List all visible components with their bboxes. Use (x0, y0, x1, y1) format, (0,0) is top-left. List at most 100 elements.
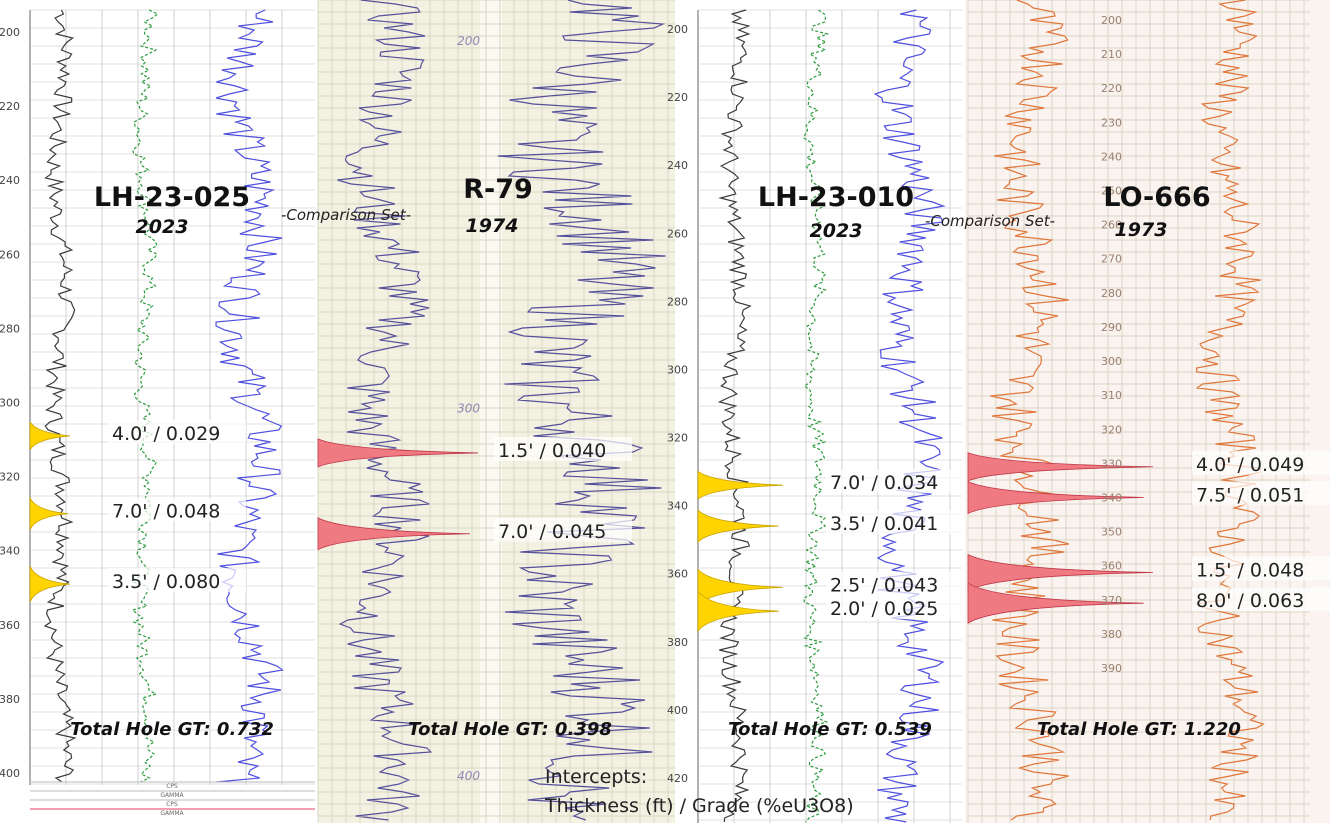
log-trace (337, 0, 433, 821)
intercept-label-bg (826, 469, 964, 494)
depth-tick-label: 290 (1101, 321, 1122, 334)
depth-tick-label: 340 (1101, 491, 1122, 504)
intercept-label-bg (108, 497, 246, 522)
depth-tick-label: 200 (667, 23, 688, 36)
depth-tick-label: 400 (667, 704, 688, 717)
chart-subtitle-lh-23-025: 2023 (136, 216, 189, 238)
log-trace (873, 9, 946, 823)
intercept-label: 2.0' / 0.025 (830, 598, 938, 620)
log-trace (990, 0, 1070, 821)
depth-tick-label: 220 (667, 91, 688, 104)
depth-tick-label: 380 (667, 636, 688, 649)
depth-tick-label: 200 (457, 34, 480, 48)
chart-subtitle-lo-666: 1973 (1115, 219, 1168, 241)
depth-tick-label: 240 (667, 159, 688, 172)
depth-tick-label: 340 (667, 500, 688, 513)
depth-tick-label: 400 (0, 767, 20, 780)
intercept-label: 7.5' / 0.051 (1196, 484, 1304, 506)
comparison-label-left: -Comparison Set- (281, 206, 411, 224)
gamma-peak (317, 438, 479, 468)
depth-tick-label: 260 (0, 248, 20, 261)
depth-tick-label: 300 (1101, 355, 1122, 368)
intercept-label: 7.0' / 0.048 (112, 501, 220, 523)
intercepts-caption-line2: Thickness (ft) / Grade (%eU3O8) (544, 795, 854, 817)
depth-tick-label: 300 (0, 397, 20, 410)
depth-tick-label: 250 (1101, 185, 1122, 198)
depth-tick-label: 230 (1101, 116, 1122, 129)
depth-tick-label: 220 (0, 100, 20, 113)
gamma-peak (697, 589, 779, 633)
chart-subtitle-r-79: 1974 (466, 215, 519, 237)
depth-tick-label: 390 (1101, 662, 1122, 675)
log-trace (215, 9, 285, 783)
gamma-peak (967, 452, 1154, 482)
depth-tick-label: 200 (0, 26, 20, 39)
intercept-label: 7.0' / 0.045 (498, 521, 606, 543)
intercept-label-bg (1192, 556, 1330, 581)
depth-tick-label: 240 (1101, 150, 1122, 163)
gamma-peak (697, 470, 784, 501)
depth-tick-label: 320 (1101, 423, 1122, 436)
intercept-label: 1.5' / 0.048 (1196, 560, 1304, 582)
total-gt-r-79: Total Hole GT: 0.398 (408, 719, 612, 740)
depth-tick-label: 280 (667, 295, 688, 308)
intercept-label: 2.5' / 0.043 (830, 574, 938, 596)
intercept-label-bg (826, 571, 964, 596)
gamma-peak (697, 509, 779, 544)
depth-tick-label: 240 (0, 174, 20, 187)
gamma-peak (29, 565, 71, 603)
intercept-label-bg (108, 419, 246, 444)
intercept-label: 4.0' / 0.029 (112, 423, 220, 445)
gamma-peak (967, 480, 1144, 515)
chart-subtitle-lh-23-010: 2023 (810, 220, 863, 242)
log-trace (43, 9, 77, 783)
depth-tick-label: 200 (1101, 14, 1122, 27)
intercept-label-bg (494, 517, 632, 542)
intercept-label: 4.0' / 0.049 (1196, 454, 1304, 476)
depth-tick-label: 260 (1101, 219, 1122, 232)
total-gt-lh-23-010: Total Hole GT: 0.539 (728, 719, 932, 740)
chart-title-r-79: R-79 (463, 174, 533, 205)
intercept-label-bg (1192, 587, 1330, 612)
intercept-label-bg (826, 510, 964, 535)
depth-tick-label: 320 (667, 432, 688, 445)
intercept-label-bg (1192, 481, 1330, 506)
intercept-label: 1.5' / 0.040 (498, 440, 606, 462)
gamma-peak (967, 553, 1154, 592)
depth-tick-label: 420 (667, 772, 688, 785)
chart-title-lo-666: LO-666 (1103, 182, 1210, 213)
depth-tick-label: 280 (0, 322, 20, 335)
depth-tick-label: 350 (1101, 526, 1122, 539)
depth-tick-label: 320 (0, 471, 20, 484)
intercept-label-bg (1192, 450, 1330, 475)
depth-tick-label: 380 (1101, 628, 1122, 641)
chart-title-lh-23-025: LH-23-025 (94, 182, 250, 213)
depth-tick-label: 340 (0, 545, 20, 558)
intercept-label: 3.5' / 0.041 (830, 513, 938, 535)
depth-tick-label: 220 (1101, 82, 1122, 95)
depth-tick-label: 260 (667, 227, 688, 240)
footer-label: GAMMA (160, 792, 184, 799)
footer-label: CPS (166, 801, 178, 808)
depth-tick-label: 330 (1101, 457, 1122, 470)
gamma-peak (29, 497, 69, 530)
depth-tick-label: 280 (1101, 287, 1122, 300)
intercept-label: 3.5' / 0.080 (112, 571, 220, 593)
depth-tick-label: 310 (1101, 389, 1122, 402)
log-trace (1194, 0, 1265, 821)
gamma-peak (967, 582, 1144, 624)
total-gt-lh-23-025: Total Hole GT: 0.732 (70, 719, 274, 740)
log-trace (497, 0, 666, 821)
depth-tick-label: 400 (457, 769, 480, 783)
depth-tick-label: 380 (0, 693, 20, 706)
log-trace (717, 9, 752, 823)
depth-tick-label: 300 (457, 402, 480, 416)
depth-tick-label: 360 (0, 619, 20, 632)
footer-label: GAMMA (160, 810, 184, 817)
intercepts-caption-line1: Intercepts: (545, 766, 647, 788)
gamma-peak (317, 517, 471, 551)
intercept-label: 7.0' / 0.034 (830, 472, 938, 494)
